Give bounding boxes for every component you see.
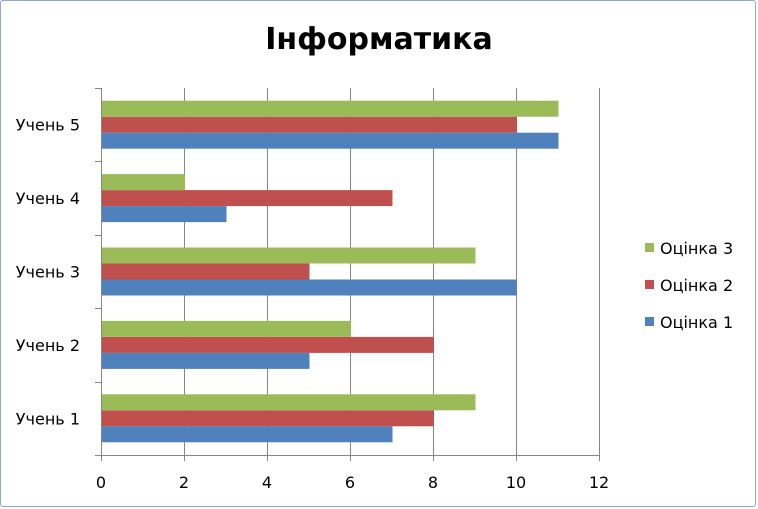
legend-label: Оцінка 3 bbox=[660, 239, 733, 258]
y-category-label: Учень 4 bbox=[16, 189, 80, 208]
bar-Оцінка-3-0 bbox=[102, 394, 476, 411]
bar-Оцінка-1-2 bbox=[102, 279, 517, 296]
bar-Оцінка-1-4 bbox=[102, 132, 559, 149]
bar-Оцінка-3-4 bbox=[102, 100, 559, 117]
legend-swatch bbox=[645, 317, 654, 326]
bar-Оцінка-1-1 bbox=[102, 352, 310, 369]
bar-Оцінка-3-2 bbox=[102, 247, 476, 264]
x-tick-label-4: 4 bbox=[262, 473, 272, 492]
y-category-label: Учень 5 bbox=[16, 116, 80, 135]
legend-swatch bbox=[645, 243, 654, 252]
bar-Оцінка-2-1 bbox=[102, 336, 434, 353]
bar-Оцінка-1-0 bbox=[102, 426, 393, 443]
y-category-label: Учень 1 bbox=[16, 409, 80, 428]
x-tick-label-8: 8 bbox=[428, 473, 438, 492]
y-category-label: Учень 2 bbox=[16, 336, 80, 355]
x-tick-label-10: 10 bbox=[506, 473, 526, 492]
x-tick-label-0: 0 bbox=[96, 473, 106, 492]
x-tick-label-6: 6 bbox=[345, 473, 355, 492]
bar-Оцінка-2-0 bbox=[102, 410, 434, 427]
chart-title: Інформатика bbox=[265, 22, 493, 57]
bar-Оцінка-1-3 bbox=[102, 206, 227, 223]
y-category-label: Учень 3 bbox=[16, 263, 80, 282]
legend-swatch bbox=[645, 280, 654, 289]
bar-Оцінка-3-1 bbox=[102, 320, 351, 337]
x-tick-label-2: 2 bbox=[179, 473, 189, 492]
bar-Оцінка-2-3 bbox=[102, 190, 393, 207]
x-tick-label-12: 12 bbox=[589, 473, 609, 492]
bar-Оцінка-3-3 bbox=[102, 174, 185, 191]
legend-label: Оцінка 1 bbox=[660, 313, 733, 332]
bar-Оцінка-2-2 bbox=[102, 263, 310, 280]
bar-Оцінка-2-4 bbox=[102, 116, 517, 133]
legend-label: Оцінка 2 bbox=[660, 276, 733, 295]
